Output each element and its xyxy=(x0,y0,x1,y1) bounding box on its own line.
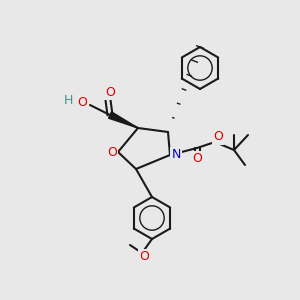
Text: O: O xyxy=(105,85,115,98)
Text: O: O xyxy=(107,146,117,158)
Text: O: O xyxy=(139,250,149,263)
Text: H: H xyxy=(63,94,73,107)
Text: O: O xyxy=(77,97,87,110)
Text: O: O xyxy=(213,130,223,143)
Polygon shape xyxy=(109,112,138,128)
Text: N: N xyxy=(171,148,181,161)
Text: O: O xyxy=(192,152,202,166)
